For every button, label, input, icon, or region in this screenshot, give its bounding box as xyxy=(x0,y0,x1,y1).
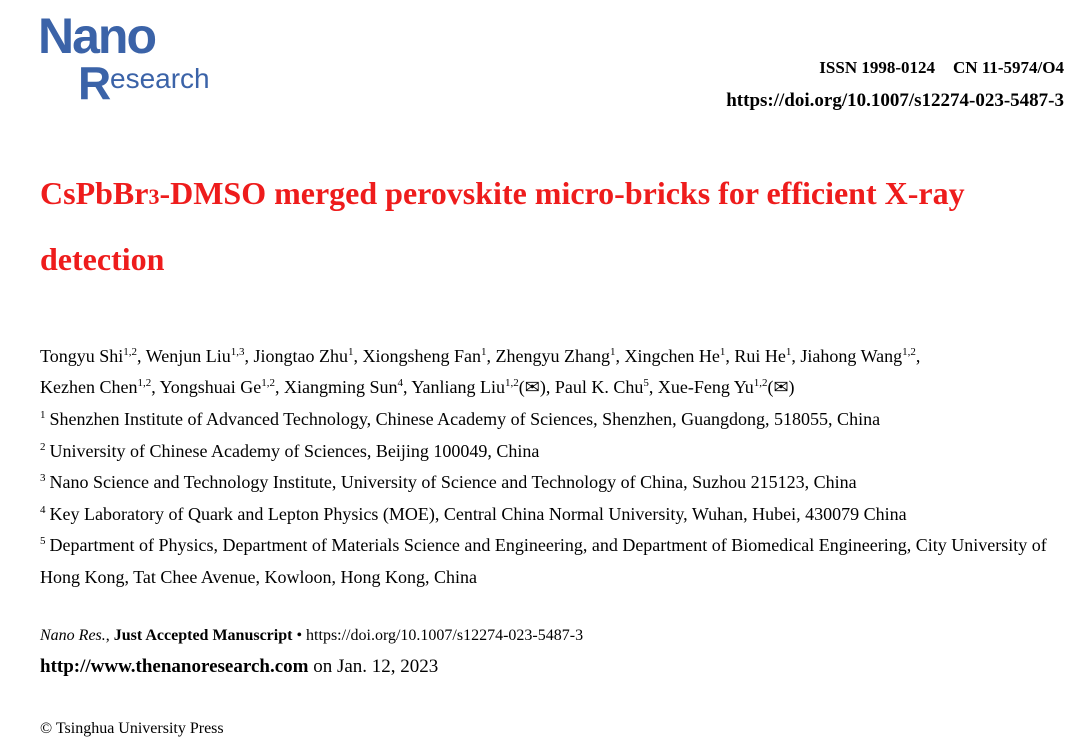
affiliation: 2 University of Chinese Academy of Scienc… xyxy=(40,436,1060,468)
author: Jiongtao Zhu1 xyxy=(253,346,353,366)
affiliation-text: Department of Physics, Department of Mat… xyxy=(40,535,1047,587)
author-name: Yanliang Liu xyxy=(411,377,506,397)
corresponding-author-mail-icon[interactable]: (✉) xyxy=(518,377,546,397)
author-affiliation-marker: 1,2 xyxy=(902,346,916,358)
author-name: Xue-Feng Yu xyxy=(657,377,754,397)
author-name: Paul K. Chu xyxy=(554,377,644,397)
citation-doi[interactable]: https://doi.org/10.1007/s12274-023-5487-… xyxy=(306,627,584,644)
author-affiliation-marker: 1,2 xyxy=(505,377,519,389)
author: Xue-Feng Yu1,2(✉) xyxy=(658,377,795,397)
author-name: Rui He xyxy=(734,346,786,366)
affiliation: 4 Key Laboratory of Quark and Lepton Phys… xyxy=(40,499,1060,531)
author-affiliation-marker: 4 xyxy=(397,377,404,389)
logo-nano: Nano xyxy=(38,8,157,64)
author: Paul K. Chu5 xyxy=(555,377,649,397)
affiliation: 5 Department of Physics, Department of Ma… xyxy=(40,530,1060,593)
author: Xiangming Sun4 xyxy=(284,377,403,397)
affiliation-text: Nano Science and Technology Institute, U… xyxy=(49,472,857,492)
author-affiliation-marker: 1,2 xyxy=(261,377,275,389)
affiliation-number: 2 xyxy=(40,440,46,453)
author-affiliation-marker: 1 xyxy=(609,346,616,358)
author: Kezhen Chen1,2 xyxy=(40,377,151,397)
author-affiliation-marker: 1,2 xyxy=(123,346,137,358)
copyright: © Tsinghua University Press xyxy=(40,720,224,737)
author-name: Yongshuai Ge xyxy=(159,377,262,397)
publish-date: on Jan. 12, 2023 xyxy=(313,656,439,677)
author-name: Xiongsheng Fan xyxy=(362,346,481,366)
author: Wenjun Liu1,3 xyxy=(146,346,245,366)
author: Jiahong Wang1,2 xyxy=(800,346,915,366)
corresponding-author-mail-icon[interactable]: (✉) xyxy=(767,377,795,397)
logo-r: R xyxy=(78,57,112,109)
title-part1: CsPbBr xyxy=(40,175,149,211)
author-affiliation-marker: 5 xyxy=(643,377,649,389)
author: Xiongsheng Fan1 xyxy=(362,346,486,366)
author-name: Jiahong Wang xyxy=(800,346,903,366)
author-affiliation-marker: 1 xyxy=(347,346,354,358)
author: Yanliang Liu1,2(✉) xyxy=(411,377,546,397)
author: Rui He1 xyxy=(734,346,791,366)
author-name: Wenjun Liu xyxy=(145,346,231,366)
website-link[interactable]: http://www.thenanoresearch.com xyxy=(40,656,309,677)
affiliation-number: 4 xyxy=(40,503,46,516)
author-affiliation-marker: 1,2 xyxy=(753,377,768,389)
author: Zhengyu Zhang1 xyxy=(495,346,615,366)
author-affiliation-marker: 1,2 xyxy=(137,377,152,389)
issn: ISSN 1998-0124 xyxy=(819,58,936,77)
title-part2: -DMSO merged perovskite micro-bricks for… xyxy=(40,175,965,277)
affiliation-text: Key Laboratory of Quark and Lepton Physi… xyxy=(49,503,907,524)
affiliation: 1 Shenzhen Institute of Advanced Technolo… xyxy=(40,404,1060,436)
author-name: Xiangming Sun xyxy=(284,377,398,397)
affiliation-text: Shenzhen Institute of Advanced Technolog… xyxy=(49,409,881,429)
author-affiliation-marker: 1 xyxy=(480,346,487,358)
author-name: Kezhen Chen xyxy=(40,377,138,397)
title-subscript: 3 xyxy=(148,184,160,209)
cn-number: CN 11-5974/O4 xyxy=(953,58,1064,77)
author-affiliation-marker: 1 xyxy=(719,346,726,358)
issn-line: ISSN 1998-0124 CN 11-5974/O4 xyxy=(801,58,1064,78)
manuscript-status: Just Accepted Manuscript xyxy=(113,627,293,644)
author-name: Tongyu Shi xyxy=(40,346,124,366)
affiliation-number: 5 xyxy=(40,535,46,547)
website-line: http://www.thenanoresearch.com on Jan. 1… xyxy=(40,656,438,678)
paper-title: CsPbBr3-DMSO merged perovskite micro-bri… xyxy=(40,162,1040,290)
author-name: Zhengyu Zhang xyxy=(495,346,610,366)
affiliation-number: 3 xyxy=(40,472,46,484)
nano-research-logo: Nano R esearch xyxy=(38,8,228,109)
logo-esearch: esearch xyxy=(110,63,210,94)
header-doi[interactable]: https://doi.org/10.1007/s12274-023-5487-… xyxy=(726,90,1064,111)
author-affiliation-marker: 1 xyxy=(785,346,792,358)
citation-line: Nano Res., Just Accepted Manuscript • ht… xyxy=(40,627,584,644)
author-list: Tongyu Shi1,2, Wenjun Liu1,3, Jiongtao Z… xyxy=(40,346,921,397)
affiliation-number: 1 xyxy=(40,409,46,421)
affiliation-list: 1 Shenzhen Institute of Advanced Technolo… xyxy=(40,404,1060,593)
author: Xingchen He1 xyxy=(624,346,725,366)
journal-abbrev: Nano Res. xyxy=(40,627,106,644)
author: Yongshuai Ge1,2 xyxy=(160,377,275,397)
author: Tongyu Shi1,2 xyxy=(40,346,137,366)
affiliation: 3 Nano Science and Technology Institute, … xyxy=(40,467,1060,499)
author-affiliation-marker: 1,3 xyxy=(230,346,245,358)
affiliation-text: University of Chinese Academy of Science… xyxy=(49,440,540,461)
author-name: Xingchen He xyxy=(624,346,720,366)
author-name: Jiongtao Zhu xyxy=(253,346,348,366)
